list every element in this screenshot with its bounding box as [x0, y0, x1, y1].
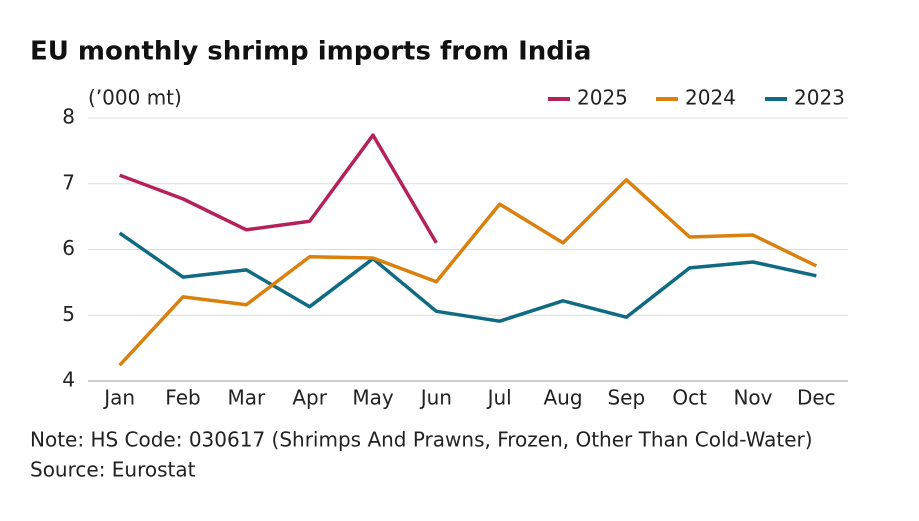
- line-series: [119, 133, 438, 244]
- x-tick-label: Nov: [733, 386, 772, 410]
- x-tick-label: Jun: [419, 386, 452, 410]
- x-tick-label: Jan: [102, 386, 135, 410]
- x-tick-label: Dec: [797, 386, 836, 410]
- line-series: [118, 178, 818, 367]
- legend-label: 2025: [577, 86, 628, 110]
- x-tick-label: Mar: [227, 386, 266, 410]
- source: Source: Eurostat: [30, 458, 196, 482]
- note: Note: HS Code: 030617 (Shrimps And Prawn…: [30, 428, 813, 452]
- x-tick-label: Sep: [607, 386, 645, 410]
- y-axis-label: (’000 mt): [88, 86, 182, 110]
- x-tick-label: Jul: [486, 386, 512, 410]
- x-tick-label: May: [352, 386, 394, 410]
- x-tick-label: Apr: [292, 386, 327, 410]
- line-series: [118, 231, 817, 323]
- legend-label: 2023: [794, 86, 845, 110]
- legend-label: 2024: [685, 86, 736, 110]
- y-tick-label: 8: [62, 105, 75, 129]
- x-tick-label: Aug: [543, 386, 582, 410]
- y-tick-label: 6: [62, 236, 75, 260]
- y-tick-label: 4: [62, 368, 75, 392]
- chart-title: EU monthly shrimp imports from India: [30, 37, 591, 67]
- x-tick-label: Oct: [672, 386, 707, 410]
- x-tick-label: Feb: [165, 386, 200, 410]
- y-tick-label: 5: [62, 302, 75, 326]
- y-tick-label: 7: [62, 170, 75, 194]
